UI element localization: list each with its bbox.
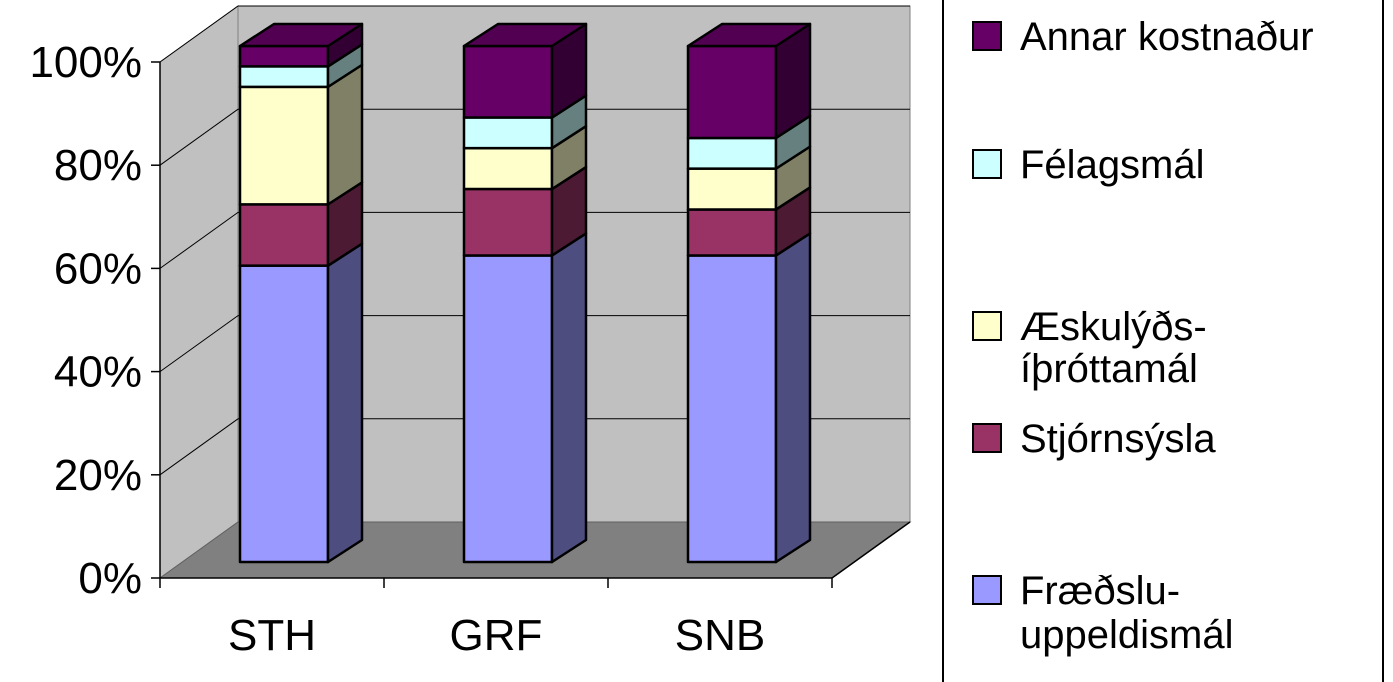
- bar-front: [238, 203, 330, 267]
- legend-label: uppeldismál: [1020, 613, 1233, 657]
- gridline-side: [159, 315, 239, 373]
- bar-front: [462, 44, 554, 119]
- legend-label: Félagsmál: [1020, 143, 1205, 187]
- bar-front: [686, 44, 778, 140]
- legend-swatch: [972, 311, 1002, 341]
- x-tick-label: STH: [228, 611, 316, 660]
- legend-label: Stjórnsýsla: [1020, 417, 1216, 461]
- y-tick-label: 60%: [54, 244, 142, 293]
- bar-top: [462, 22, 588, 48]
- bar-front: [686, 254, 778, 564]
- floor-edge: [831, 521, 911, 579]
- legend-swatch: [972, 149, 1002, 179]
- y-tick-label: 0%: [78, 554, 142, 603]
- gridline-side: [159, 418, 239, 476]
- bar-segment-GRF-4: [462, 22, 588, 119]
- bar-front: [238, 85, 330, 206]
- bar-segment-GRF-1: [462, 165, 588, 257]
- bar-segment-GRF-0: [462, 232, 588, 564]
- legend-swatch: [972, 575, 1002, 605]
- y-tick-label: 20%: [54, 451, 142, 500]
- bar-front: [462, 116, 554, 150]
- bar-front: [238, 65, 330, 89]
- gridline-side: [159, 5, 239, 63]
- bar-front: [462, 187, 554, 257]
- bar-side: [550, 232, 588, 564]
- gridline-side: [159, 108, 239, 166]
- bar-front: [238, 264, 330, 564]
- gridline-side: [159, 211, 239, 269]
- bar-segment-STH-0: [238, 242, 364, 564]
- x-tick-label: SNB: [675, 611, 765, 660]
- bar-front: [686, 167, 778, 211]
- x-axis-ticks: STH GRF SNB: [228, 611, 765, 660]
- bar-front: [686, 208, 778, 257]
- bar-front: [238, 44, 330, 68]
- legend-swatch: [972, 21, 1002, 51]
- bar-front: [462, 146, 554, 191]
- legend-box: [942, 0, 1384, 682]
- bar-top: [686, 22, 812, 48]
- bar-segment-STH-4: [238, 22, 364, 68]
- axes: [151, 61, 911, 588]
- bar-segment-GRF-2: [462, 124, 588, 191]
- side-wall: [159, 5, 239, 579]
- bar-segment-STH-1: [238, 181, 364, 267]
- legend-label: Æskulýðs-: [1020, 305, 1207, 349]
- bar-segment-SNB-4: [686, 22, 812, 140]
- y-tick-label: 100%: [29, 38, 142, 87]
- bar-front: [686, 136, 778, 170]
- bar-front: [462, 254, 554, 564]
- legend: Annar kostnaður Félagsmál Æskulýðs-íþrótta…: [942, 0, 1384, 682]
- legend-label: Annar kostnaður: [1020, 15, 1314, 59]
- bar-side: [774, 232, 812, 564]
- y-tick-label: 80%: [54, 141, 142, 190]
- bar-side: [326, 242, 364, 564]
- bar-segment-SNB-2: [686, 145, 812, 211]
- y-tick-label: 40%: [54, 348, 142, 397]
- y-axis-ticks: 0% 20% 40% 60% 80% 100%: [29, 38, 142, 603]
- bar-side: [326, 63, 364, 206]
- legend-label: íþróttamál: [1020, 347, 1198, 391]
- x-tick-label: GRF: [450, 611, 543, 660]
- bars: [238, 22, 812, 564]
- legend-swatch: [972, 423, 1002, 453]
- legend-label: Fræðslu-: [1020, 569, 1180, 613]
- bar-top: [238, 22, 364, 48]
- bar-segment-SNB-0: [686, 232, 812, 564]
